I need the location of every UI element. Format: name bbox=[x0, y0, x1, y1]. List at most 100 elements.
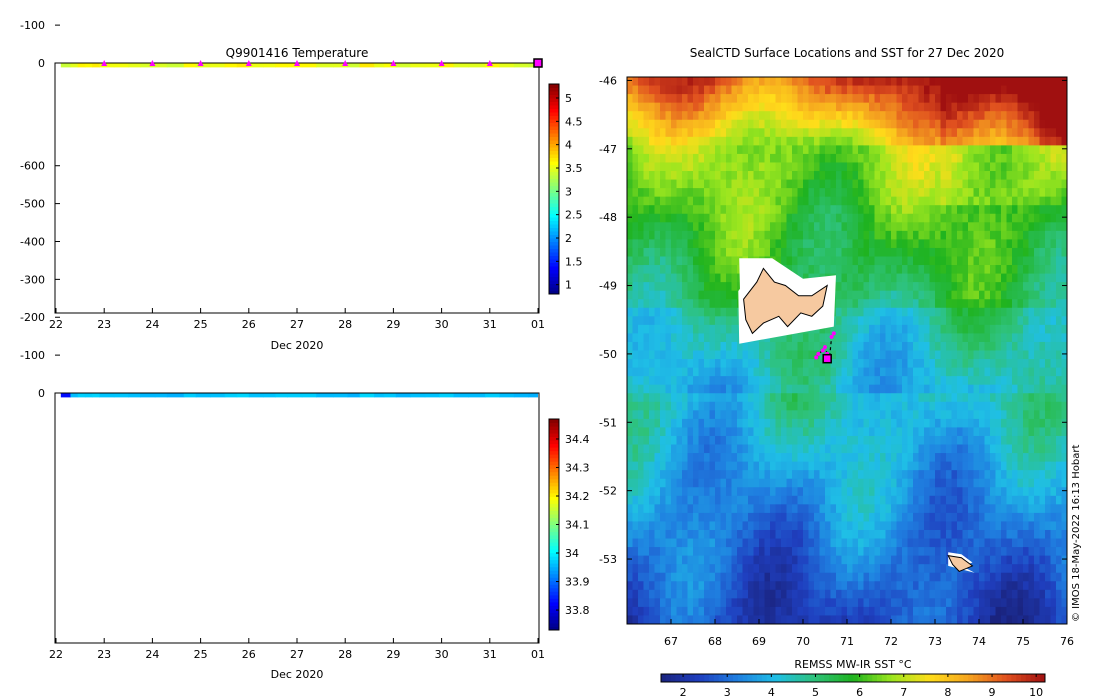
sst-cell bbox=[836, 145, 843, 155]
sst-cell bbox=[775, 410, 782, 420]
sst-cell bbox=[836, 230, 843, 240]
sst-cell bbox=[704, 196, 711, 206]
temperature-cell bbox=[374, 52, 384, 56]
sst-cell bbox=[819, 367, 826, 377]
sst-cell bbox=[742, 196, 749, 206]
salinity-cell bbox=[302, 329, 317, 333]
salinity-cell bbox=[99, 382, 114, 386]
salinity-cell bbox=[99, 378, 114, 382]
salinity-cell bbox=[425, 291, 440, 295]
salinity-cell bbox=[528, 359, 541, 363]
sst-cell bbox=[627, 453, 634, 463]
sst-cell bbox=[847, 324, 854, 335]
salinity-cell bbox=[210, 366, 225, 370]
salinity-cell bbox=[384, 287, 397, 291]
salinity-cell bbox=[499, 279, 514, 283]
salinity-cell bbox=[184, 344, 197, 348]
sst-cell bbox=[742, 111, 749, 121]
sst-cell bbox=[726, 487, 733, 497]
sst-cell bbox=[643, 282, 650, 292]
salinity-colorbar-step bbox=[549, 549, 559, 554]
salinity-cell bbox=[61, 359, 71, 363]
sst-cell bbox=[759, 102, 766, 112]
sst-cell bbox=[847, 102, 854, 112]
sst-cell bbox=[638, 153, 645, 164]
temperature-cell bbox=[196, 21, 211, 25]
sst-cell bbox=[687, 504, 694, 514]
sst-cell bbox=[830, 162, 837, 172]
sst-cell bbox=[720, 153, 727, 164]
sst-cell bbox=[671, 247, 678, 258]
sst-cell bbox=[786, 171, 793, 181]
sst-cell bbox=[825, 555, 832, 565]
sst-cell bbox=[632, 77, 639, 87]
temperature-cell bbox=[85, 33, 93, 37]
sst-cell bbox=[676, 128, 683, 138]
temperature-cell bbox=[384, 21, 397, 25]
sst-cell bbox=[841, 205, 848, 215]
sst-cell bbox=[819, 529, 826, 540]
salinity-xtick-label: 31 bbox=[483, 648, 497, 661]
sst-cell bbox=[825, 461, 832, 471]
sst-cell bbox=[638, 205, 645, 215]
sst-cell bbox=[627, 598, 634, 608]
sst-cell bbox=[803, 273, 810, 283]
sst-cell bbox=[847, 256, 854, 266]
sst-cell bbox=[698, 478, 705, 488]
salinity-cell bbox=[514, 378, 529, 382]
temperature-cell bbox=[128, 36, 141, 40]
temperature-cell bbox=[528, 0, 541, 3]
temperature-colorbar-step bbox=[549, 224, 559, 228]
sst-cell bbox=[649, 564, 656, 574]
sst-cell bbox=[819, 461, 826, 471]
salinity-cell bbox=[302, 355, 317, 359]
sst-cell bbox=[841, 290, 848, 300]
sst-cell bbox=[709, 461, 716, 471]
sst-cell bbox=[726, 102, 733, 112]
salinity-cell bbox=[454, 366, 469, 370]
sst-cell bbox=[737, 547, 744, 557]
sst-cell bbox=[770, 111, 777, 121]
salinity-cell bbox=[485, 348, 500, 352]
sst-cell bbox=[649, 359, 656, 369]
sst-cell bbox=[676, 521, 683, 531]
sst-cell bbox=[830, 435, 837, 446]
salinity-cell bbox=[301, 393, 317, 398]
temperature-cell bbox=[316, 10, 333, 14]
temperature-cell bbox=[85, 48, 93, 52]
temperature-cell bbox=[92, 29, 100, 33]
sst-cell bbox=[665, 290, 672, 300]
sst-cell bbox=[825, 418, 832, 429]
salinity-cell bbox=[70, 355, 78, 359]
sst-cell bbox=[841, 324, 848, 335]
sst-cell bbox=[665, 222, 672, 232]
salinity-colorbar-step bbox=[549, 464, 559, 469]
sst-cell bbox=[781, 461, 788, 471]
sst-cell bbox=[671, 512, 678, 523]
salinity-cell bbox=[410, 287, 425, 291]
temperature-cell bbox=[410, 2, 425, 6]
sst-cell bbox=[682, 512, 689, 523]
salinity-colorbar-step bbox=[549, 468, 559, 473]
sst-cell bbox=[687, 376, 694, 386]
salinity-cell bbox=[454, 298, 469, 302]
sst-cell bbox=[627, 119, 634, 129]
temperature-cell bbox=[61, 40, 71, 44]
salinity-cell bbox=[333, 260, 348, 264]
temperature-cell bbox=[396, 18, 411, 22]
salinity-cell bbox=[454, 351, 469, 355]
temperature-xtick-label: 27 bbox=[290, 318, 304, 331]
sst-cell bbox=[715, 367, 722, 377]
temperature-cell bbox=[374, 48, 384, 52]
sst-cell bbox=[698, 239, 705, 249]
sst-cell bbox=[632, 581, 639, 591]
sst-cell bbox=[742, 589, 749, 599]
temperature-cell bbox=[514, 25, 529, 29]
sst-cell bbox=[803, 427, 810, 437]
salinity-cell bbox=[287, 359, 302, 363]
temperature-cell bbox=[210, 36, 225, 40]
sst-cell bbox=[687, 435, 694, 446]
salinity-cell bbox=[439, 279, 454, 283]
sst-cell bbox=[715, 162, 722, 172]
sst-cell bbox=[660, 213, 667, 223]
